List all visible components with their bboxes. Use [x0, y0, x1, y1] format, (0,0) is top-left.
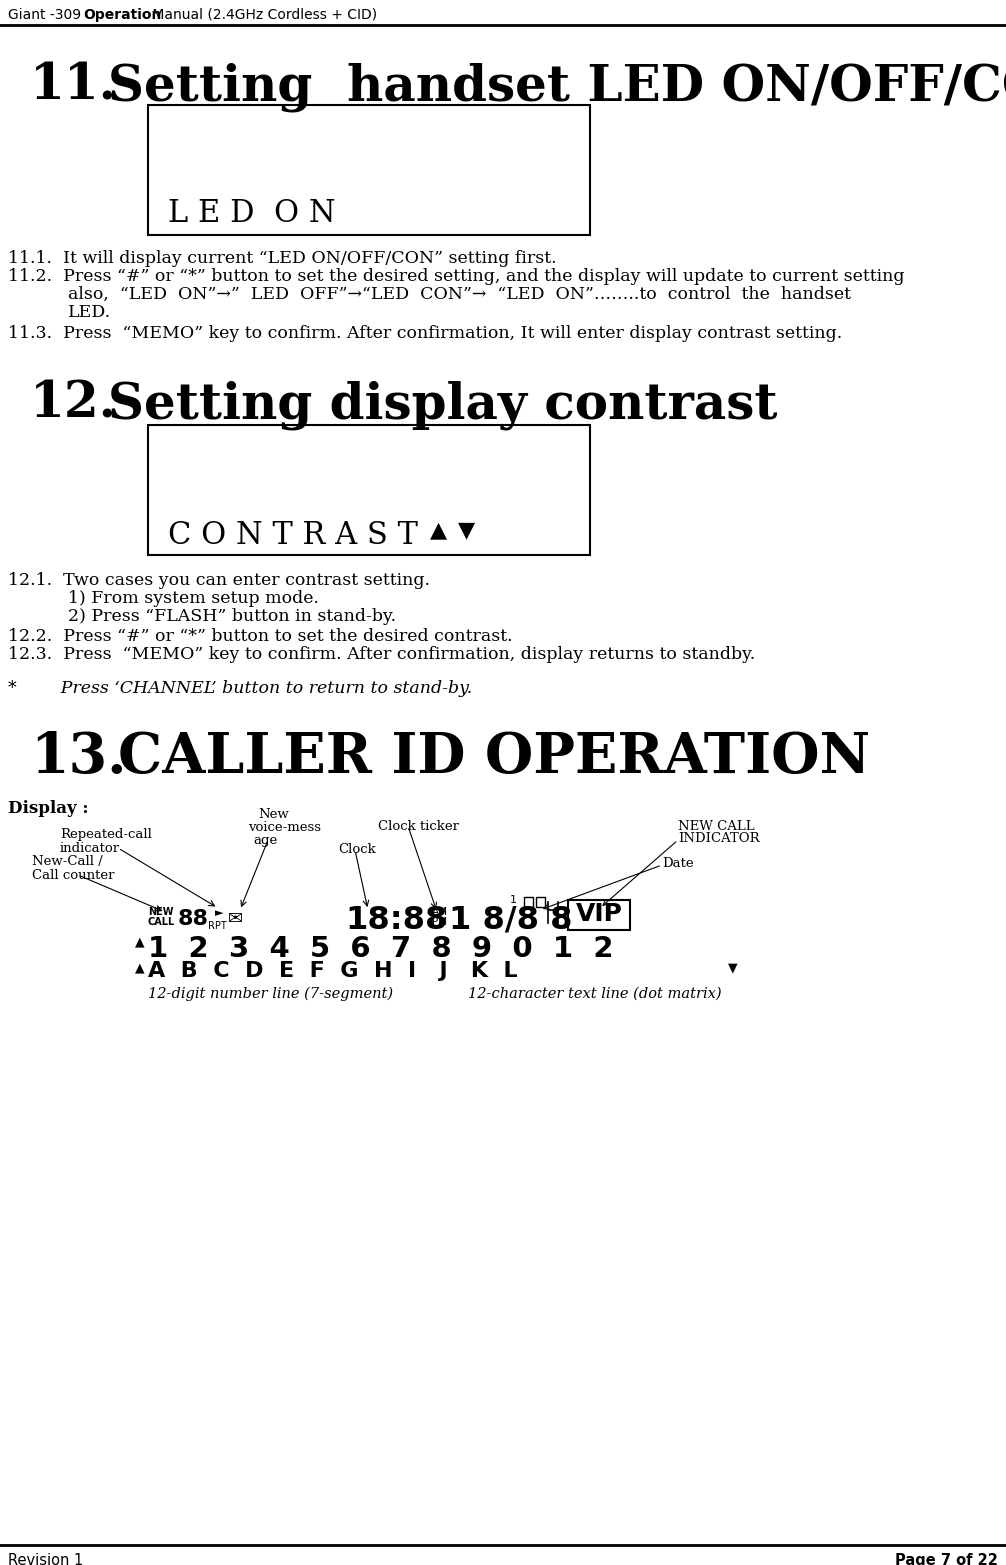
Text: CALL: CALL	[148, 917, 175, 926]
Text: voice-mess: voice-mess	[248, 822, 321, 834]
Text: C O N T R A S T: C O N T R A S T	[168, 520, 417, 551]
Text: Page 7 of 22: Page 7 of 22	[895, 1552, 998, 1565]
Text: 12.1.  Two cases you can enter contrast setting.: 12.1. Two cases you can enter contrast s…	[8, 571, 430, 588]
Bar	[148, 426, 590, 556]
Text: also,  “LED  ON”→”  LED  OFF”→“LED  CON”→  “LED  ON”……..to  control  the  handse: also, “LED ON”→” LED OFF”→“LED CON”→ “LE…	[68, 286, 851, 304]
Text: 13.: 13.	[30, 729, 127, 786]
Text: New: New	[258, 808, 289, 822]
Text: Manual (2.4GHz Cordless + CID): Manual (2.4GHz Cordless + CID)	[148, 8, 377, 22]
Text: 11.1.  It will display current “LED ON/OFF/CON” setting first.: 11.1. It will display current “LED ON/OF…	[8, 250, 556, 268]
Bar	[568, 900, 630, 930]
Text: indicator: indicator	[60, 842, 120, 854]
Text: New-Call /: New-Call /	[32, 854, 103, 869]
Text: ▼: ▼	[458, 520, 475, 540]
Text: Operation: Operation	[83, 8, 161, 22]
Bar	[524, 897, 533, 908]
Bar	[536, 897, 545, 908]
Text: 2) Press “FLASH” button in stand-by.: 2) Press “FLASH” button in stand-by.	[68, 607, 396, 624]
Text: Date: Date	[662, 858, 693, 870]
Text: Revision 1: Revision 1	[8, 1552, 83, 1565]
Text: 12-digit number line (7-segment): 12-digit number line (7-segment)	[148, 988, 393, 1002]
Text: INDICATOR: INDICATOR	[678, 833, 760, 845]
Text: Clock ticker: Clock ticker	[378, 820, 459, 833]
Text: Setting display contrast: Setting display contrast	[108, 380, 778, 429]
Text: Display :: Display :	[8, 800, 89, 817]
Text: ✉: ✉	[228, 909, 243, 928]
Text: *        Press ‘CHANNEL’ button to return to stand-by.: * Press ‘CHANNEL’ button to return to st…	[8, 681, 472, 696]
Text: Clock: Clock	[338, 844, 376, 856]
Text: VIP: VIP	[576, 901, 623, 926]
Text: age: age	[253, 834, 278, 847]
Text: 1  2  3  4  5  6  7  8  9  0  1  2: 1 2 3 4 5 6 7 8 9 0 1 2	[148, 934, 614, 962]
Text: 18:88: 18:88	[345, 905, 448, 936]
Text: ▲: ▲	[135, 961, 145, 973]
Text: NEW: NEW	[148, 908, 173, 917]
Text: 12.2.  Press “#” or “*” button to set the desired contrast.: 12.2. Press “#” or “*” button to set the…	[8, 628, 513, 645]
Text: NEW CALL: NEW CALL	[678, 820, 754, 833]
Text: 1 8/8 8: 1 8/8 8	[449, 905, 572, 936]
Text: ▲: ▲	[135, 934, 145, 948]
Text: 11.: 11.	[30, 63, 117, 111]
Text: Call counter: Call counter	[32, 869, 115, 883]
Text: 11.2.  Press “#” or “*” button to set the desired setting, and the display will : 11.2. Press “#” or “*” button to set the…	[8, 268, 904, 285]
Text: AM: AM	[432, 908, 448, 917]
Text: A  B  C  D  E  F  G  H  I   J   K  L: A B C D E F G H I J K L	[148, 961, 518, 981]
Text: 1) From system setup mode.: 1) From system setup mode.	[68, 590, 319, 607]
Text: Repeated-call: Repeated-call	[60, 828, 152, 840]
Text: ▲: ▲	[430, 520, 447, 540]
Text: 12.3.  Press  “MEMO” key to confirm. After confirmation, display returns to stan: 12.3. Press “MEMO” key to confirm. After…	[8, 646, 756, 664]
Text: Setting  handset LED ON/OFF/CON: Setting handset LED ON/OFF/CON	[108, 63, 1006, 111]
Text: L E D  O N: L E D O N	[168, 199, 336, 228]
Text: 88: 88	[178, 909, 209, 930]
Text: 12.: 12.	[30, 380, 117, 429]
Text: PM: PM	[432, 917, 447, 926]
Text: ►: ►	[215, 908, 223, 919]
Text: 11.3.  Press  “MEMO” key to confirm. After confirmation, It will enter display c: 11.3. Press “MEMO” key to confirm. After…	[8, 326, 842, 343]
Text: 12-character text line (dot matrix): 12-character text line (dot matrix)	[468, 988, 721, 1002]
Text: RPT: RPT	[208, 920, 226, 931]
Text: ▼: ▼	[728, 961, 737, 973]
Text: Giant -309: Giant -309	[8, 8, 90, 22]
Text: LED.: LED.	[68, 304, 111, 321]
Text: 1: 1	[510, 895, 517, 905]
Bar	[148, 105, 590, 235]
Text: CALLER ID OPERATION: CALLER ID OPERATION	[118, 729, 870, 786]
